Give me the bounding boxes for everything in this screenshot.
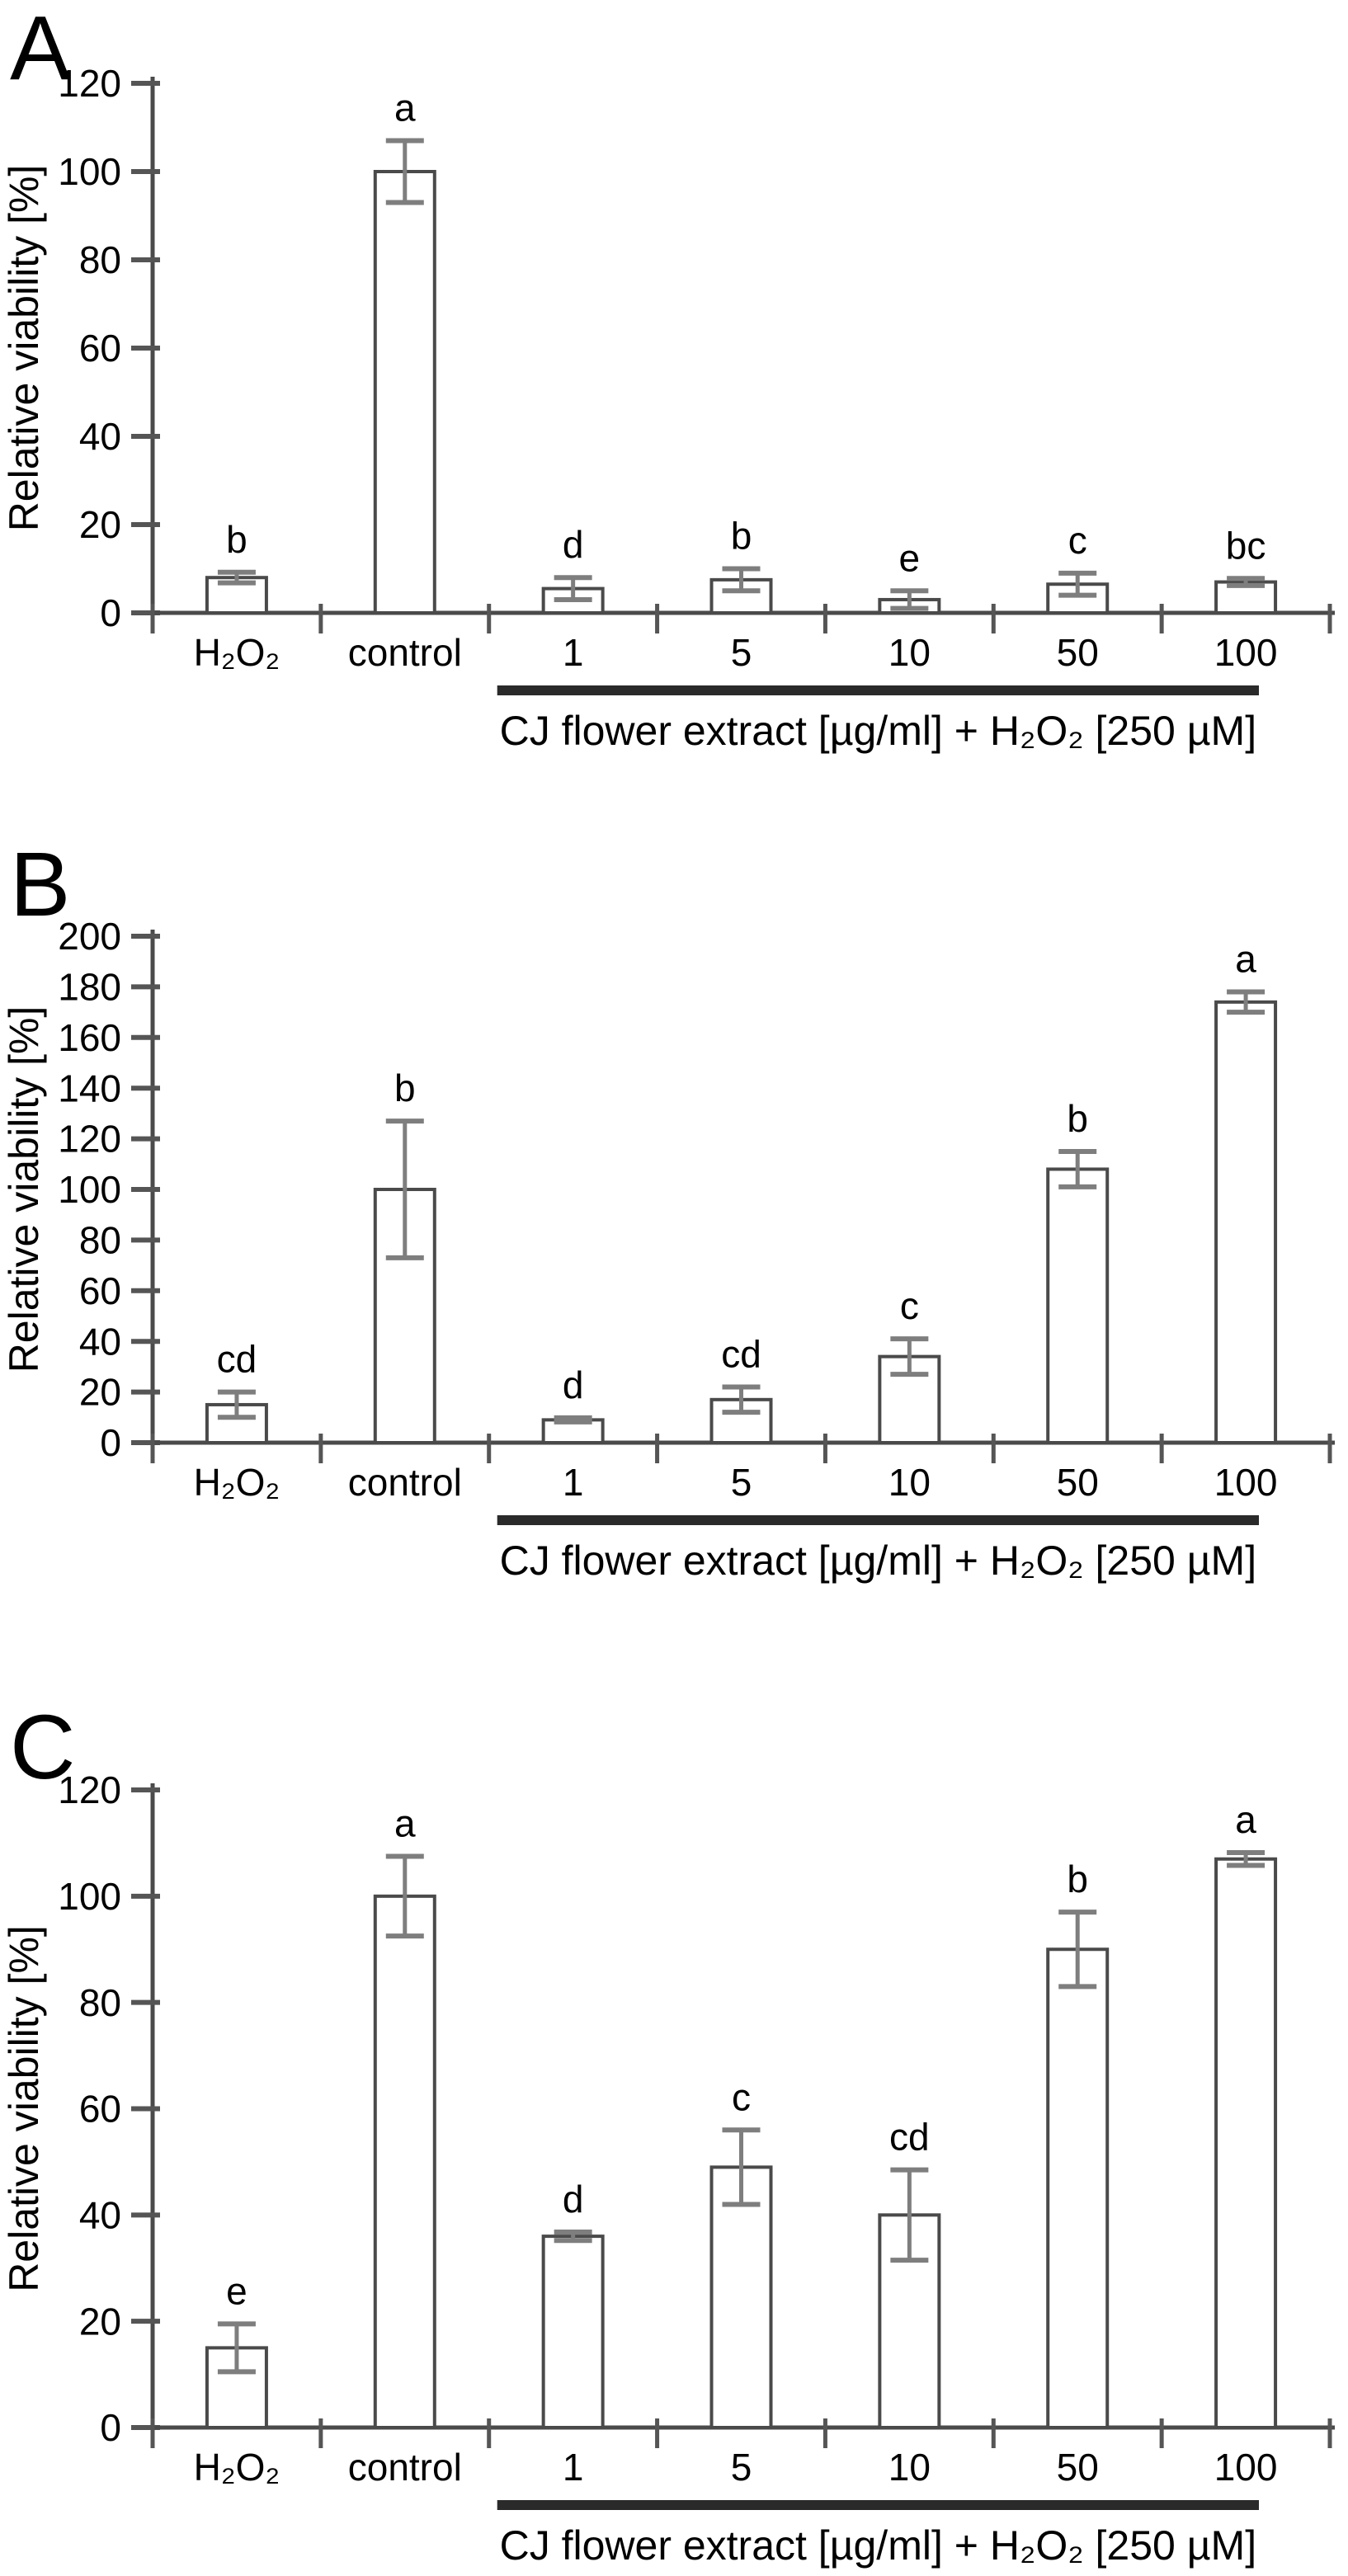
y-tick-label: 80 (79, 1219, 121, 1262)
x-category-label: 10 (888, 631, 931, 674)
significance-letter: cd (721, 1332, 761, 1375)
group-axis-label: CJ flower extract [µg/ml] + H₂O₂ [250 µM… (500, 708, 1257, 754)
significance-letter: a (394, 87, 416, 130)
y-tick-label: 0 (100, 1421, 121, 1464)
y-axis-title: Relative viability [%] (1, 1925, 47, 2292)
y-tick-label: 120 (58, 62, 121, 105)
y-tick-label: 80 (79, 1981, 121, 2024)
x-category-label: 5 (731, 1461, 752, 1504)
bar-5 (1046, 1167, 1110, 1444)
significance-letter: d (563, 523, 584, 566)
y-tick-label: 100 (58, 1875, 121, 1918)
y-tick-label: 160 (58, 1016, 121, 1059)
x-category-label: 100 (1214, 1461, 1278, 1504)
y-tick-label: 120 (58, 1768, 121, 1811)
x-category-label: 1 (563, 1461, 584, 1504)
significance-letter: d (563, 1363, 584, 1406)
significance-letter: cd (889, 2116, 930, 2159)
x-category-label: 100 (1214, 631, 1278, 674)
y-tick-label: 180 (58, 966, 121, 1009)
y-tick-label: 0 (100, 2406, 121, 2449)
significance-letter: b (1067, 1097, 1088, 1140)
x-category-label: 100 (1214, 2446, 1278, 2489)
significance-letter: e (899, 536, 921, 579)
significance-letter: c (1068, 519, 1087, 562)
y-tick-label: 20 (79, 503, 121, 546)
significance-letter: d (563, 2178, 584, 2220)
significance-letter: cd (217, 1338, 257, 1381)
significance-letter: b (731, 515, 752, 558)
significance-letter: b (226, 518, 247, 561)
x-category-label: control (348, 2446, 462, 2489)
x-category-label: 5 (731, 631, 752, 674)
significance-letter: a (1235, 938, 1256, 981)
y-tick-label: 20 (79, 1371, 121, 1414)
x-category-label: 10 (888, 2446, 931, 2489)
bar-chart-panel-a: A Relative viability [%] 0 20 40 60 80 100 120 b H… (1, 0, 1335, 754)
y-tick-label: 0 (100, 591, 121, 634)
significance-letter: b (394, 1067, 416, 1109)
bar-chart-panel-b: B Relative viability [%] 0 20 40 60 80 100 120 14… (1, 834, 1335, 1584)
bar-6 (1214, 1857, 1278, 2430)
bar-1 (373, 1894, 436, 2430)
significance-letter: c (732, 2075, 751, 2118)
y-tick-label: 20 (79, 2300, 121, 2343)
x-category-label: 10 (888, 1461, 931, 1504)
x-category-label: 50 (1057, 1461, 1099, 1504)
significance-letter: a (394, 1802, 416, 1845)
y-tick-label: 120 (58, 1118, 121, 1161)
y-axis-title: Relative viability [%] (1, 165, 47, 532)
y-tick-label: 100 (58, 1168, 121, 1211)
y-tick-label: 60 (79, 1269, 121, 1312)
panel-letter: C (10, 1699, 75, 1798)
x-category-label: control (348, 1461, 462, 1504)
x-category-label: 1 (563, 631, 584, 674)
y-tick-label: 200 (58, 915, 121, 958)
x-category-label: 5 (731, 2446, 752, 2489)
panel-letter: B (10, 834, 70, 935)
significance-letter: c (900, 1284, 919, 1327)
bar-2 (541, 2235, 605, 2429)
x-category-label: 1 (563, 2446, 584, 2489)
x-category-label: H₂O₂ (194, 631, 280, 674)
bar-1 (373, 170, 436, 615)
significance-letter: e (226, 2269, 247, 2312)
group-axis-label: CJ flower extract [µg/ml] + H₂O₂ [250 µM… (500, 1538, 1257, 1584)
y-tick-label: 60 (79, 2088, 121, 2131)
x-category-label: 50 (1057, 631, 1099, 674)
group-axis-label: CJ flower extract [µg/ml] + H₂O₂ [250 µM… (500, 2522, 1257, 2569)
y-tick-label: 100 (58, 150, 121, 193)
y-tick-label: 80 (79, 238, 121, 281)
panel-letter: A (10, 0, 71, 99)
significance-letter: b (1067, 1858, 1088, 1900)
x-category-label: H₂O₂ (194, 1461, 280, 1504)
y-tick-label: 40 (79, 415, 121, 458)
x-category-label: 50 (1057, 2446, 1099, 2489)
y-tick-label: 40 (79, 2193, 121, 2236)
x-category-label: control (348, 631, 462, 674)
x-category-label: H₂O₂ (194, 2446, 280, 2489)
bar-3 (709, 2165, 773, 2429)
y-tick-label: 60 (79, 327, 121, 370)
bar-5 (1046, 1947, 1110, 2429)
significance-letter: a (1235, 1798, 1256, 1841)
y-tick-label: 140 (58, 1067, 121, 1109)
y-axis-title: Relative viability [%] (1, 1006, 47, 1373)
bar-chart-panel-c: C Relative viability [%] 0 20 40 60 80 100 120 e H… (1, 1699, 1335, 2569)
y-tick-label: 40 (79, 1320, 121, 1363)
significance-letter: bc (1226, 524, 1266, 567)
bar-6 (1214, 1000, 1278, 1444)
